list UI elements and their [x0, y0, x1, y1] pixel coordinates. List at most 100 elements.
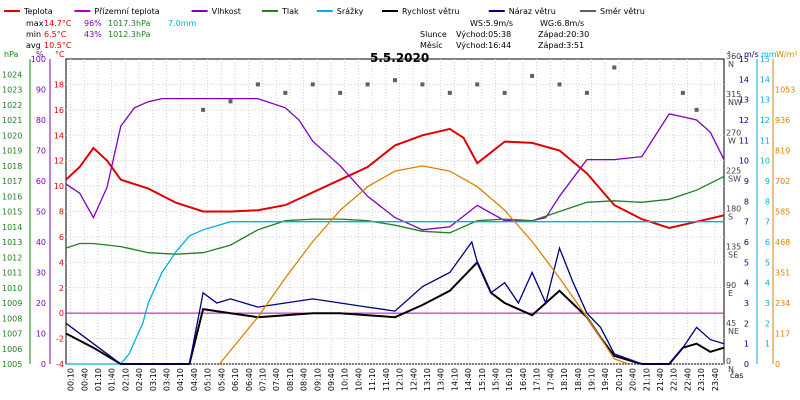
- stats-temp: 10.5°C: [44, 41, 72, 50]
- x-tick-label: 21:40: [656, 368, 665, 391]
- x-tick-label: 07:10: [258, 368, 267, 391]
- dir-tick-label: SW: [728, 174, 741, 183]
- x-tick-label: 06:40: [245, 368, 254, 391]
- wind-dir-point: [283, 90, 288, 95]
- ms-tick-label: 8: [744, 197, 749, 206]
- pct-tick-label: 10: [36, 330, 46, 339]
- x-tick-label: 13:40: [437, 368, 446, 391]
- x-tick-label: 04:10: [176, 368, 185, 391]
- wm2-tick-label: 0: [775, 360, 780, 369]
- hpa-tick-label: 1017: [2, 177, 22, 186]
- wind-dir-point: [584, 90, 589, 95]
- hpa-tick-label: 1020: [2, 131, 22, 140]
- ms-tick-label: 7: [744, 218, 749, 227]
- x-tick-label: 15:40: [492, 368, 501, 391]
- x-tick-label: 02:40: [135, 368, 144, 391]
- stats-pressure: 1012.3hPa: [108, 30, 151, 39]
- dir-tick-label: W: [728, 136, 736, 145]
- stats-temp: 14.7°C: [44, 19, 72, 28]
- wm2-tick-label: 819: [775, 147, 790, 156]
- x-tick-label: 10:10: [341, 368, 350, 391]
- stats-rain: 7.0mm: [168, 19, 197, 28]
- mm-tick-label: 1: [765, 340, 770, 349]
- legend-label: Vlhkost: [212, 7, 241, 16]
- mm-tick-label: 5: [765, 258, 770, 267]
- stats-wg: WG:6.8m/s: [540, 19, 584, 28]
- ms-tick-label: 11: [739, 136, 749, 145]
- mm-tick-label: 7: [765, 218, 770, 227]
- hpa-tick-label: 1007: [2, 330, 22, 339]
- chart-title: 5.5.2020: [370, 51, 429, 65]
- x-tick-label: 04:40: [190, 368, 199, 391]
- dir-tick-label: N: [728, 365, 734, 374]
- x-tick-label: 00:40: [80, 368, 89, 391]
- pct-tick-label: 70: [36, 147, 46, 156]
- x-tick-label: 05:40: [217, 368, 226, 391]
- hpa-tick-label: 1015: [2, 208, 22, 217]
- wind-dir-point: [612, 65, 617, 70]
- wind-dir-point: [228, 99, 233, 104]
- x-tick-label: 15:10: [478, 368, 487, 391]
- legend-label: Směr větru: [600, 7, 645, 16]
- hpa-tick-label: 1006: [2, 345, 22, 354]
- hpa-tick-label: 1022: [2, 101, 22, 110]
- wind-dir-point: [530, 73, 535, 78]
- pct-tick-label: 50: [36, 208, 46, 217]
- x-tick-label: 17:40: [546, 368, 555, 391]
- moon-rise: Východ:16:44: [456, 41, 511, 50]
- x-tick-label: 10:40: [354, 368, 363, 391]
- pct-tick-label: 90: [36, 86, 46, 95]
- x-tick-label: 23:40: [711, 368, 720, 391]
- mm-tick-label: 10: [760, 157, 770, 166]
- deg-tick-label: 315: [726, 90, 741, 99]
- x-tick-label: 22:40: [683, 368, 692, 391]
- ms-tick-label: 6: [744, 238, 749, 247]
- hpa-tick-label: 1010: [2, 284, 22, 293]
- stats-row-label: min: [26, 30, 41, 39]
- wind-dir-point: [475, 82, 480, 87]
- series-line-srážky: [66, 221, 724, 365]
- mm-unit-label: mm: [761, 50, 777, 59]
- ms-tick-label: 0: [744, 360, 749, 369]
- stats-ws: WS:5.9m/s: [470, 19, 513, 28]
- stats-row-label: avg: [26, 41, 41, 50]
- legend-label: Rychlost větru: [402, 7, 459, 16]
- pct-tick-label: 100: [31, 55, 46, 64]
- ms-tick-label: 13: [739, 96, 749, 105]
- x-tick-label: 11:40: [382, 368, 391, 391]
- x-tick-label: 17:10: [533, 368, 542, 391]
- ms-tick-label: 14: [739, 75, 749, 84]
- x-tick-label: 01:10: [94, 368, 103, 391]
- x-tick-label: 06:10: [231, 368, 240, 391]
- hpa-tick-label: 1016: [2, 192, 22, 201]
- x-tick-label: 07:40: [272, 368, 281, 391]
- pct-tick-label: 40: [36, 238, 46, 247]
- sun-set: Západ:20:30: [538, 30, 589, 39]
- x-tick-label: 14:10: [450, 368, 459, 391]
- legend-label: Přízemní teplota: [94, 7, 159, 16]
- hpa-tick-label: 1023: [2, 86, 22, 95]
- x-tick-label: 12:40: [409, 368, 418, 391]
- deg-unit-label: °: [727, 50, 731, 59]
- hpa-tick-label: 1014: [2, 223, 22, 232]
- mm-tick-label: 15: [760, 55, 770, 64]
- temp-tick-label: 4: [59, 258, 64, 267]
- x-tick-label: 19:40: [601, 368, 610, 391]
- temp-tick-label: 12: [54, 157, 64, 166]
- stats-row-label: max: [26, 19, 44, 28]
- x-tick-label: 11:10: [368, 368, 377, 391]
- wind-dir-point: [393, 78, 397, 83]
- wind-dir-point: [420, 82, 425, 87]
- x-tick-label: 02:10: [121, 368, 130, 391]
- mm-tick-label: 2: [765, 319, 770, 328]
- hpa-tick-label: 1013: [2, 238, 22, 247]
- wind-dir-point: [680, 90, 685, 95]
- mm-tick-label: 3: [765, 299, 770, 308]
- legend-label: Srážky: [337, 7, 364, 16]
- temp-unit-label: °C: [55, 50, 65, 59]
- wind-dir-point: [447, 90, 452, 95]
- pct-tick-label: 60: [36, 177, 46, 186]
- ms-tick-label: 15: [739, 55, 749, 64]
- series-line-sluneční-svit: [218, 165, 629, 365]
- x-tick-label: 13:10: [423, 368, 432, 391]
